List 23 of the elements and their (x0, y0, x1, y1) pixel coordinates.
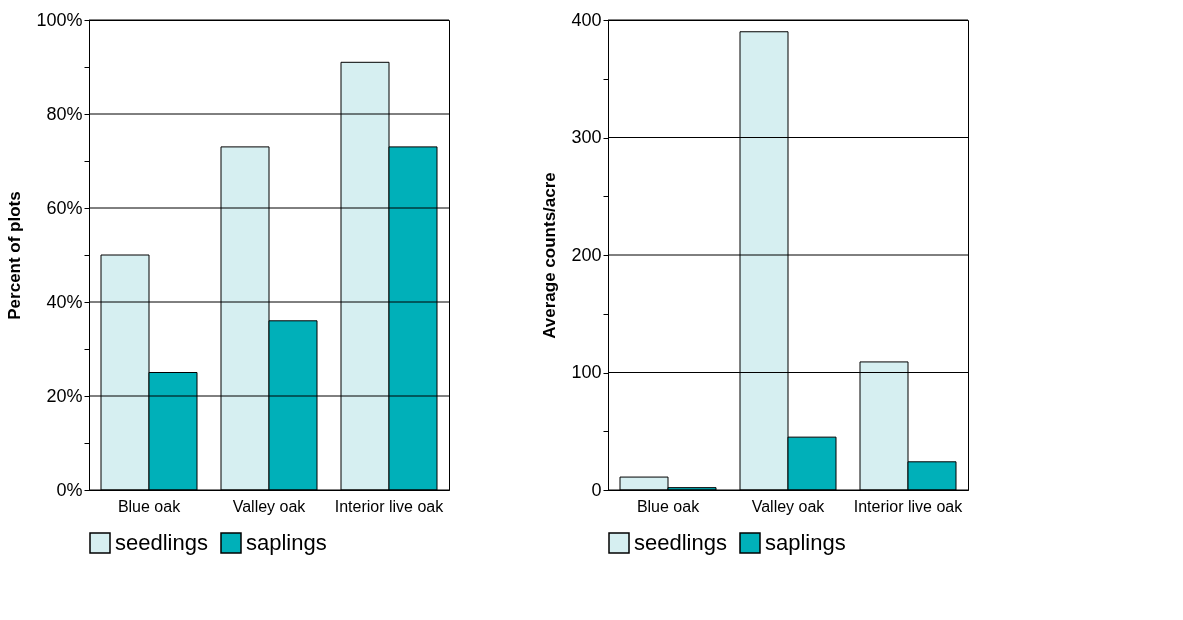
x-tick-label: Interior live oak (853, 497, 964, 515)
y-axis-title: Percent of plots (5, 191, 25, 320)
legend-label: saplings (246, 530, 327, 555)
x-tick-label: Valley oak (232, 497, 307, 515)
y-tick-label: 0% (56, 479, 83, 500)
y-axis-title: Average counts/acre (540, 172, 560, 339)
y-tick-label: 60% (46, 197, 83, 218)
y-tick-label: 0 (591, 479, 602, 500)
x-tick-label: Blue oak (117, 497, 182, 515)
y-tick-label: 40% (46, 291, 83, 312)
y-tick-label: 200 (571, 244, 602, 265)
y-tick-label: 400 (571, 9, 602, 30)
y-tick-label: 100% (36, 9, 83, 30)
x-tick-label: Blue oak (636, 497, 701, 515)
y-tick-label: 100 (571, 362, 602, 382)
legend-label: seedlings (115, 530, 208, 555)
x-tick-label: Valley oak (751, 497, 826, 515)
y-tick-label: 80% (46, 103, 83, 124)
y-tick-label: 20% (46, 385, 83, 406)
legend-label: saplings (765, 530, 846, 555)
x-tick-label: Interior live oak (334, 497, 445, 515)
y-tick-label: 300 (571, 127, 602, 147)
legend-label: seedlings (634, 530, 727, 555)
